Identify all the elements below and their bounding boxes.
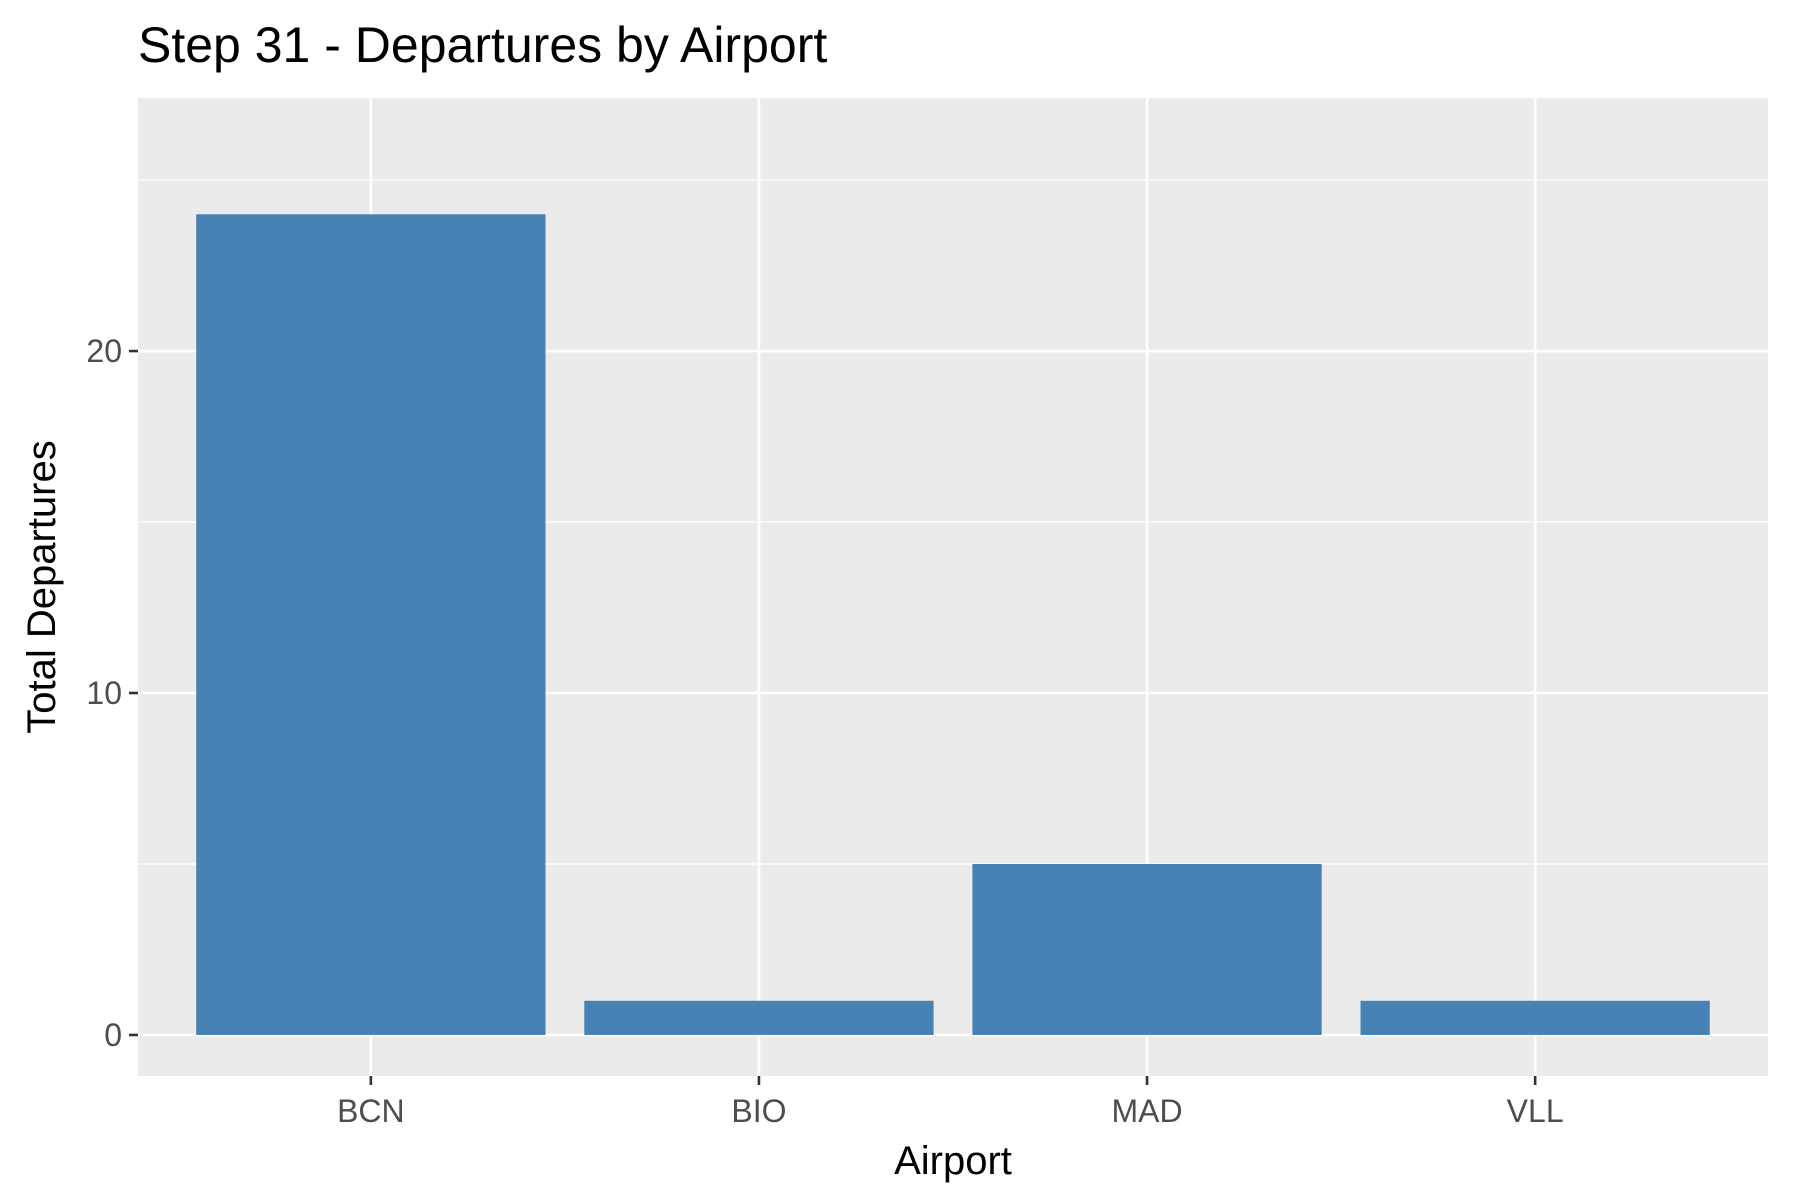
bars [196, 214, 1710, 1035]
y-axis-title: Total Departures [20, 440, 64, 733]
x-tick-label: VLL [1507, 1093, 1564, 1129]
y-tick-label: 20 [86, 333, 122, 369]
bar-vll [1360, 1000, 1710, 1035]
x-axis: BCN BIO MAD VLL [337, 1076, 1564, 1129]
x-tick-label: BIO [731, 1093, 786, 1129]
y-tick-label: 0 [104, 1017, 122, 1053]
x-tick-label: MAD [1111, 1093, 1182, 1129]
bar-mad [972, 863, 1322, 1035]
bar-bcn [196, 214, 546, 1035]
chart-title: Step 31 - Departures by Airport [138, 17, 827, 73]
y-tick-label: 10 [86, 675, 122, 711]
x-tick-label: BCN [337, 1093, 405, 1129]
x-axis-title: Airport [894, 1139, 1012, 1183]
bar-bio [584, 1000, 934, 1035]
y-axis: 0 10 20 [86, 333, 138, 1053]
